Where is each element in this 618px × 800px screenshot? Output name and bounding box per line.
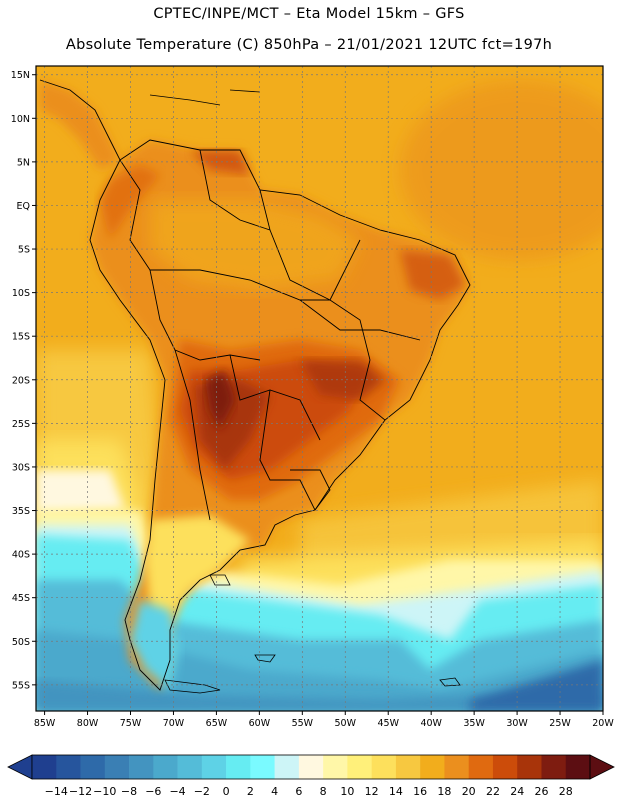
- title-line-1: CPTEC/INPE/MCT – Eta Model 15km – GFS: [153, 6, 465, 22]
- latitude-tick-label: 15N: [11, 70, 30, 81]
- colorbar-swatch: [565, 755, 591, 779]
- colorbar-swatch: [541, 755, 567, 779]
- colorbar-swatch: [468, 755, 494, 779]
- colorbar-label: 14: [389, 785, 403, 798]
- latitude-tick-label: 5S: [18, 245, 30, 256]
- colorbar-swatch: [517, 755, 542, 779]
- latitude-tick-label: 5N: [17, 157, 30, 168]
- colorbar-swatch: [298, 755, 324, 779]
- latitude-tick-label: 45S: [12, 593, 30, 604]
- colorbar-swatch: [444, 755, 469, 779]
- longitude-tick-label: 85W: [34, 718, 56, 729]
- latitude-tick-label: 25S: [12, 419, 30, 430]
- latitude-tick-label: 55S: [12, 680, 30, 691]
- latitude-tick-label: 50S: [12, 637, 30, 648]
- latitude-tick-label: 20S: [12, 375, 30, 386]
- colorbar-label: −8: [121, 785, 137, 798]
- colorbar-label: 4: [271, 785, 278, 798]
- colorbar-swatch: [177, 755, 203, 779]
- latitude-labels: 15N 10N 5N EQ 5S 10S 15S 20S 25S 30S 35S 40S 45S 50S 5…: [11, 70, 36, 691]
- colorbar-under-arrow: [7, 754, 33, 780]
- latitude-tick-label: 15S: [12, 332, 30, 343]
- title-line-2: Absolute Temperature (C) 850hPa – 21/01/…: [65, 37, 553, 53]
- longitude-tick-label: 30W: [506, 718, 528, 729]
- country-borders: [39, 79, 471, 691]
- longitude-tick-label: 45W: [377, 718, 399, 729]
- colorbar-label: 24: [510, 785, 524, 798]
- colorbar-label: 22: [486, 785, 500, 798]
- longitude-tick-label: 80W: [77, 718, 99, 729]
- colorbar-swatch: [492, 755, 518, 779]
- colorbar-swatch: [226, 755, 251, 779]
- colorbar-swatch: [323, 755, 348, 779]
- colorbar-swatch: [104, 755, 130, 779]
- colorbar-label: −12: [69, 785, 92, 798]
- latitude-tick-label: 35S: [12, 506, 30, 517]
- longitude-tick-label: 60W: [249, 718, 271, 729]
- colorbar-swatch: [274, 755, 300, 779]
- colorbar-label: 2: [247, 785, 254, 798]
- colorbar-label: −6: [145, 785, 161, 798]
- latitude-tick-label: 40S: [12, 550, 30, 561]
- latitude-tick-label: 30S: [12, 462, 30, 473]
- longitude-tick-label: 65W: [206, 718, 228, 729]
- colorbar-label: −4: [169, 785, 185, 798]
- colorbar-swatch: [201, 755, 227, 779]
- colorbar-swatch: [347, 755, 372, 779]
- colorbar-swatch: [371, 755, 397, 779]
- colorbar-swatch: [80, 755, 106, 779]
- colorbar-swatch: [32, 755, 57, 779]
- colorbar-label: 12: [365, 785, 379, 798]
- longitude-tick-label: 40W: [420, 718, 442, 729]
- colorbar-swatch: [420, 755, 445, 779]
- colorbar-label: 0: [223, 785, 230, 798]
- latitude-tick-label: 10S: [12, 288, 30, 299]
- colorbar-swatch: [129, 755, 154, 779]
- longitude-labels: 85W 80W 75W 70W 65W 60W 55W 50W 45W 40W 35W 30W 25W 2…: [34, 711, 614, 729]
- longitude-tick-label: 70W: [163, 718, 185, 729]
- color-scale-bar: −14 −12 −10 −8 −6 −4 −2 0 2 4 6 8 10 12 14 16 18 20 22 24 26…: [7, 754, 615, 798]
- temperature-field: [36, 66, 603, 711]
- colorbar-swatch: [56, 755, 81, 779]
- colorbar-label: 6: [295, 785, 302, 798]
- colorbar-swatch: [153, 755, 178, 779]
- map-frame: [35, 65, 604, 712]
- colorbar-label: −10: [93, 785, 116, 798]
- colorbar-swatch: [250, 755, 275, 779]
- longitude-tick-label: 55W: [292, 718, 314, 729]
- latitude-tick-label: EQ: [17, 201, 30, 212]
- colorbar-label: 10: [340, 785, 354, 798]
- latitude-tick-label: 10N: [11, 114, 30, 125]
- longitude-tick-label: 35W: [463, 718, 485, 729]
- colorbar-label: 16: [413, 785, 427, 798]
- longitude-tick-label: 75W: [120, 718, 142, 729]
- colorbar-over-arrow: [589, 754, 615, 780]
- longitude-tick-label: 20W: [592, 718, 614, 729]
- colorbar-label: 18: [437, 785, 451, 798]
- colorbar-label: 20: [462, 785, 476, 798]
- colorbar-label: −14: [45, 785, 68, 798]
- colorbar-swatch: [395, 755, 421, 779]
- colorbar-label: 26: [534, 785, 548, 798]
- longitude-tick-label: 50W: [335, 718, 357, 729]
- colorbar-label: −2: [194, 785, 210, 798]
- longitude-tick-label: 25W: [549, 718, 571, 729]
- colorbar-label: 8: [320, 785, 327, 798]
- colorbar-label: 28: [559, 785, 573, 798]
